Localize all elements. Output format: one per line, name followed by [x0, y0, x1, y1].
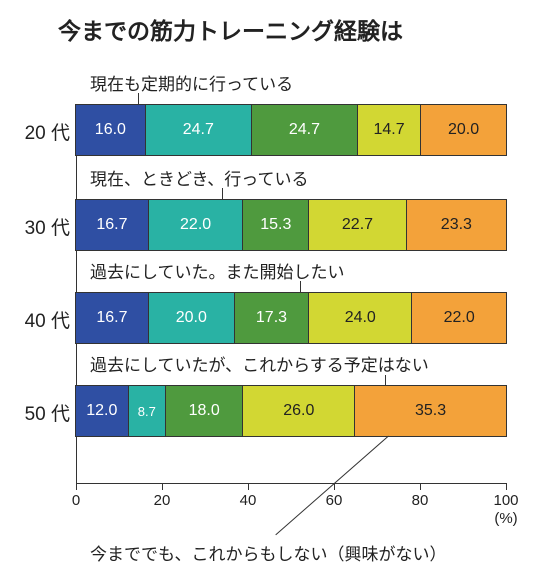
bar-segment: 15.3	[242, 200, 308, 250]
segment-value: 15.3	[260, 216, 291, 234]
bar-row: 16.7 20.0 17.3 24.0 22.0	[76, 293, 506, 343]
x-tick	[76, 483, 77, 490]
segment-value: 8.7	[138, 404, 156, 419]
bar-row: 16.7 22.0 15.3 22.7 23.3	[76, 200, 506, 250]
bar-segment: 22.7	[308, 200, 406, 250]
x-tick	[506, 483, 507, 490]
segment-value: 24.0	[345, 309, 376, 327]
segment-value: 22.0	[444, 309, 475, 327]
bar-segment: 22.0	[411, 293, 506, 343]
segment-value: 20.0	[176, 309, 207, 327]
segment-value: 12.0	[86, 402, 117, 420]
y-label: 40 代	[14, 306, 70, 333]
x-axis	[76, 483, 506, 484]
x-tick-label: 40	[240, 492, 257, 509]
callout-line	[275, 436, 389, 536]
x-tick-label: 0	[72, 492, 80, 509]
bar-segment: 24.7	[251, 105, 357, 155]
callout-line	[385, 375, 386, 386]
segment-value: 24.7	[183, 121, 214, 139]
bar-segment: 18.0	[165, 386, 242, 436]
x-tick	[162, 483, 163, 490]
x-unit-label: (%)	[494, 510, 517, 527]
bar-segment: 23.3	[406, 200, 506, 250]
segment-value: 16.7	[96, 309, 127, 327]
segment-value: 23.3	[441, 216, 472, 234]
bar-segment: 8.7	[128, 386, 165, 436]
legend-label-4: 今まででも、これからもしない（興味がない）	[90, 540, 447, 565]
bar-segment: 16.0	[76, 105, 145, 155]
bar-segment: 20.0	[148, 293, 234, 343]
segment-value: 16.7	[96, 216, 127, 234]
bar-row: 12.0 8.7 18.0 26.0 35.3	[76, 386, 506, 436]
bar-segment: 24.7	[145, 105, 251, 155]
bar-segment: 26.0	[242, 386, 354, 436]
x-tick	[248, 483, 249, 490]
legend-label-0: 現在も定期的に行っている	[90, 70, 293, 95]
legend-label-1: 現在、ときどき、行っている	[90, 165, 308, 190]
bar-segment: 16.7	[76, 293, 148, 343]
segment-value: 16.0	[95, 121, 126, 139]
bar-segment: 22.0	[148, 200, 243, 250]
bar-segment: 16.7	[76, 200, 148, 250]
bar-segment: 20.0	[420, 105, 506, 155]
x-tick-label: 60	[326, 492, 343, 509]
legend-label-2: 過去にしていた。また開始したい	[90, 258, 345, 283]
x-tick	[420, 483, 421, 490]
callout-line	[300, 281, 301, 293]
bar-segment: 35.3	[354, 386, 506, 436]
bar-segment: 17.3	[234, 293, 308, 343]
segment-value: 14.7	[373, 121, 404, 139]
stacked-bar-chart: 今までの筋力トレーニング経験は 0 20 40 60 80 100(%) 20 代 30 代 40…	[0, 0, 533, 570]
legend-label-3: 過去にしていたが、これからする予定はない	[90, 351, 429, 376]
callout-line	[138, 93, 139, 105]
segment-value: 18.0	[189, 402, 220, 420]
segment-value: 22.7	[342, 216, 373, 234]
x-tick-label: 20	[154, 492, 171, 509]
y-label: 30 代	[14, 213, 70, 240]
x-tick-label: 100	[493, 492, 518, 509]
bar-segment: 14.7	[357, 105, 420, 155]
segment-value: 26.0	[283, 402, 314, 420]
segment-value: 35.3	[415, 402, 446, 420]
x-tick-label: 80	[412, 492, 429, 509]
callout-line	[222, 188, 223, 200]
segment-value: 20.0	[448, 121, 479, 139]
chart-title: 今までの筋力トレーニング経験は	[58, 12, 403, 46]
y-label: 50 代	[14, 399, 70, 426]
segment-value: 22.0	[180, 216, 211, 234]
bar-segment: 24.0	[308, 293, 411, 343]
segment-value: 17.3	[256, 309, 287, 327]
bar-segment: 12.0	[76, 386, 128, 436]
segment-value: 24.7	[289, 121, 320, 139]
bar-row: 16.0 24.7 24.7 14.7 20.0	[76, 105, 506, 155]
y-label: 20 代	[14, 118, 70, 145]
